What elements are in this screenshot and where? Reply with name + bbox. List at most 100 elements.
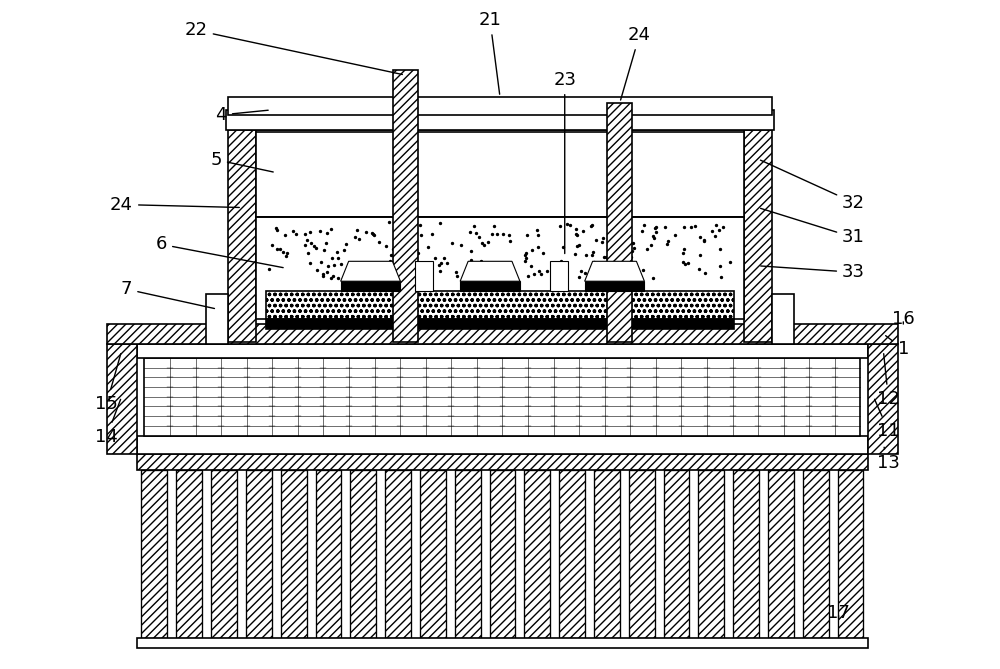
Point [382,255,398,266]
Point [453,240,469,251]
Point [404,266,420,276]
Point [474,237,490,248]
Polygon shape [585,262,644,281]
Point [626,242,642,253]
Point [473,256,489,266]
Point [712,261,728,272]
Point [403,222,419,233]
Point [696,235,712,246]
Bar [137,436,868,454]
Point [412,220,428,231]
Point [552,221,568,231]
Text: 24: 24 [110,195,239,213]
Point [410,248,426,259]
Bar [393,70,418,342]
Text: 22: 22 [185,21,402,74]
Point [577,268,593,278]
Bar [550,262,568,291]
Point [722,257,738,268]
Point [264,240,280,250]
Text: 21: 21 [479,11,501,94]
Bar [341,281,400,291]
Point [279,248,295,259]
Point [645,230,661,241]
Point [593,272,609,282]
Point [588,235,604,246]
Point [390,222,406,233]
Point [433,258,449,268]
Point [303,237,319,248]
Bar [246,470,272,638]
Bar [838,470,863,638]
Point [676,244,692,254]
Bar [206,294,228,344]
Point [569,229,585,240]
Point [623,252,639,262]
Point [648,227,664,237]
Point [269,225,285,235]
Point [319,267,335,278]
Point [336,245,352,256]
Point [680,258,696,268]
Point [367,268,383,279]
Point [517,250,533,261]
Point [427,252,443,263]
Point [711,224,727,235]
Point [288,229,304,240]
Point [371,237,387,248]
Bar [228,130,256,342]
Point [585,246,601,257]
Point [401,234,417,245]
Point [616,260,632,270]
Point [302,258,318,268]
Bar [385,470,411,638]
Point [683,221,699,232]
Text: 1: 1 [886,336,909,358]
Point [313,257,329,268]
Point [614,272,630,283]
Point [578,250,594,260]
Bar [460,281,520,291]
Point [571,272,587,282]
Point [646,233,662,244]
Point [478,264,494,274]
Point [553,255,569,266]
Point [297,240,313,250]
Point [467,261,483,272]
Point [323,224,339,235]
Point [439,258,455,268]
Point [489,229,505,240]
Point [594,237,610,248]
Point [584,219,600,230]
Bar [226,110,774,130]
Point [692,250,708,261]
Point [261,264,277,275]
Point [338,239,354,250]
Point [325,271,341,282]
Point [480,236,496,247]
Point [499,267,515,278]
Point [708,220,724,231]
Point [347,231,363,242]
Point [326,260,342,270]
Point [622,236,638,247]
Bar [490,470,515,638]
Point [448,266,464,277]
Point [692,231,708,242]
Point [697,267,713,278]
Bar [266,319,734,329]
Bar [246,110,754,130]
Point [444,238,460,249]
Point [675,257,691,268]
Point [278,250,294,261]
Point [399,253,415,264]
Point [381,217,397,227]
Point [466,221,482,231]
Point [660,236,676,247]
Point [626,271,642,282]
Bar [137,638,868,648]
Point [352,271,368,282]
Point [463,266,479,276]
Point [320,260,336,271]
Point [501,229,517,240]
